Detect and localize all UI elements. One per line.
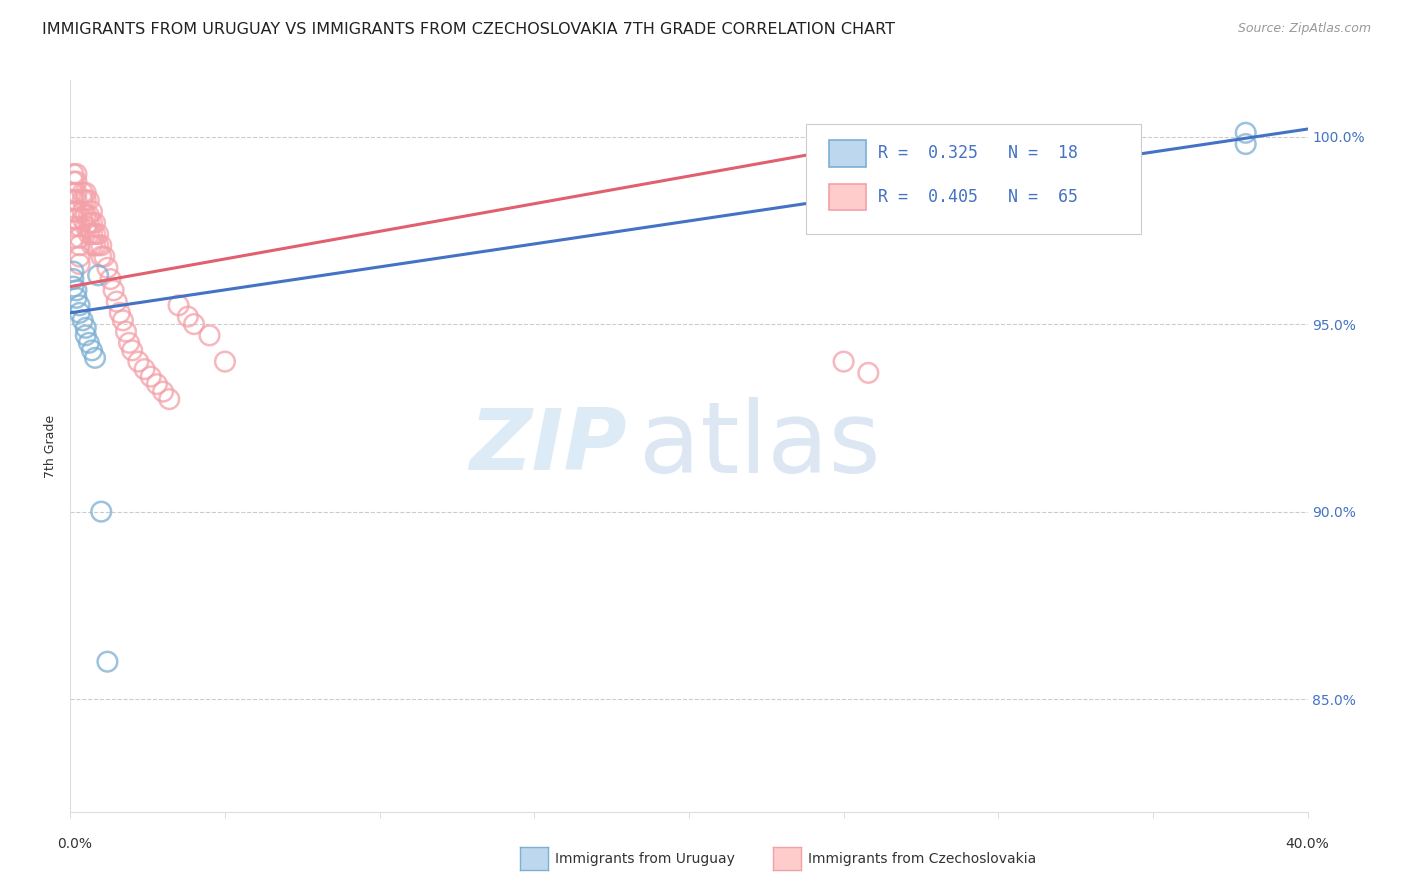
Point <box>858 366 880 380</box>
Point <box>108 306 131 320</box>
Point <box>93 250 115 264</box>
Point <box>87 227 110 241</box>
Point <box>84 351 107 365</box>
Point <box>65 175 87 189</box>
Point <box>69 257 91 271</box>
Point <box>69 219 91 234</box>
Point <box>183 317 205 331</box>
Point <box>105 294 128 309</box>
Point <box>80 238 103 252</box>
Point <box>111 313 134 327</box>
Point <box>75 208 97 222</box>
Text: IMMIGRANTS FROM URUGUAY VS IMMIGRANTS FROM CZECHOSLOVAKIA 7TH GRADE CORRELATION : IMMIGRANTS FROM URUGUAY VS IMMIGRANTS FR… <box>42 22 896 37</box>
Point <box>69 238 91 252</box>
Point <box>87 268 110 283</box>
Y-axis label: 7th Grade: 7th Grade <box>44 415 58 477</box>
Point <box>152 384 174 399</box>
Point <box>80 216 103 230</box>
FancyBboxPatch shape <box>828 140 866 167</box>
Point <box>146 377 169 392</box>
Point <box>167 298 190 312</box>
Point <box>65 194 87 208</box>
Text: Immigrants from Czechoslovakia: Immigrants from Czechoslovakia <box>808 852 1036 866</box>
Point <box>62 204 84 219</box>
Point <box>84 216 107 230</box>
Point <box>87 238 110 252</box>
Point <box>77 194 100 208</box>
Point <box>72 313 94 327</box>
Point <box>127 354 149 368</box>
Point <box>1234 126 1257 140</box>
Point <box>77 335 100 350</box>
Point <box>65 283 87 297</box>
Point <box>72 186 94 200</box>
FancyBboxPatch shape <box>807 124 1140 234</box>
Point <box>139 369 162 384</box>
Point <box>69 231 91 245</box>
Point <box>65 167 87 181</box>
Point <box>157 392 180 406</box>
Point <box>65 291 87 305</box>
Point <box>69 306 91 320</box>
Point <box>80 227 103 241</box>
Point <box>75 321 97 335</box>
Point <box>72 204 94 219</box>
Point <box>72 212 94 227</box>
Point <box>69 298 91 312</box>
Point <box>62 186 84 200</box>
Point <box>198 328 221 343</box>
Point <box>62 175 84 189</box>
Point <box>62 219 84 234</box>
Point <box>62 194 84 208</box>
Text: atlas: atlas <box>640 398 882 494</box>
Point <box>100 272 122 286</box>
Point <box>69 250 91 264</box>
Point <box>75 194 97 208</box>
Text: R =  0.325   N =  18: R = 0.325 N = 18 <box>879 145 1078 162</box>
Point <box>90 238 112 252</box>
Point <box>134 362 156 376</box>
Point <box>75 186 97 200</box>
Text: Immigrants from Uruguay: Immigrants from Uruguay <box>555 852 735 866</box>
Point <box>1234 136 1257 151</box>
Point <box>115 325 138 339</box>
Point <box>77 216 100 230</box>
Point <box>65 186 87 200</box>
Point <box>84 227 107 241</box>
Point <box>65 212 87 227</box>
Point <box>96 655 118 669</box>
Point <box>80 204 103 219</box>
Point <box>90 250 112 264</box>
Point <box>62 212 84 227</box>
Point <box>62 264 84 278</box>
Point <box>214 354 236 368</box>
Point <box>84 238 107 252</box>
Point <box>118 335 141 350</box>
Point <box>75 328 97 343</box>
Point <box>65 204 87 219</box>
Point <box>62 272 84 286</box>
Point <box>62 167 84 181</box>
Point <box>75 219 97 234</box>
Point <box>72 194 94 208</box>
Point <box>103 283 125 297</box>
Text: ZIP: ZIP <box>470 404 627 488</box>
Point <box>90 505 112 519</box>
Text: 0.0%: 0.0% <box>58 837 91 851</box>
Text: 40.0%: 40.0% <box>1285 837 1330 851</box>
FancyBboxPatch shape <box>828 184 866 211</box>
Point <box>832 354 855 368</box>
Point <box>80 343 103 358</box>
Point <box>62 231 84 245</box>
Point <box>96 260 118 275</box>
Point <box>121 343 143 358</box>
Text: R =  0.405   N =  65: R = 0.405 N = 65 <box>879 188 1078 206</box>
Point <box>62 279 84 293</box>
Point <box>77 208 100 222</box>
Point <box>77 227 100 241</box>
Text: Source: ZipAtlas.com: Source: ZipAtlas.com <box>1237 22 1371 36</box>
Point <box>177 310 200 324</box>
